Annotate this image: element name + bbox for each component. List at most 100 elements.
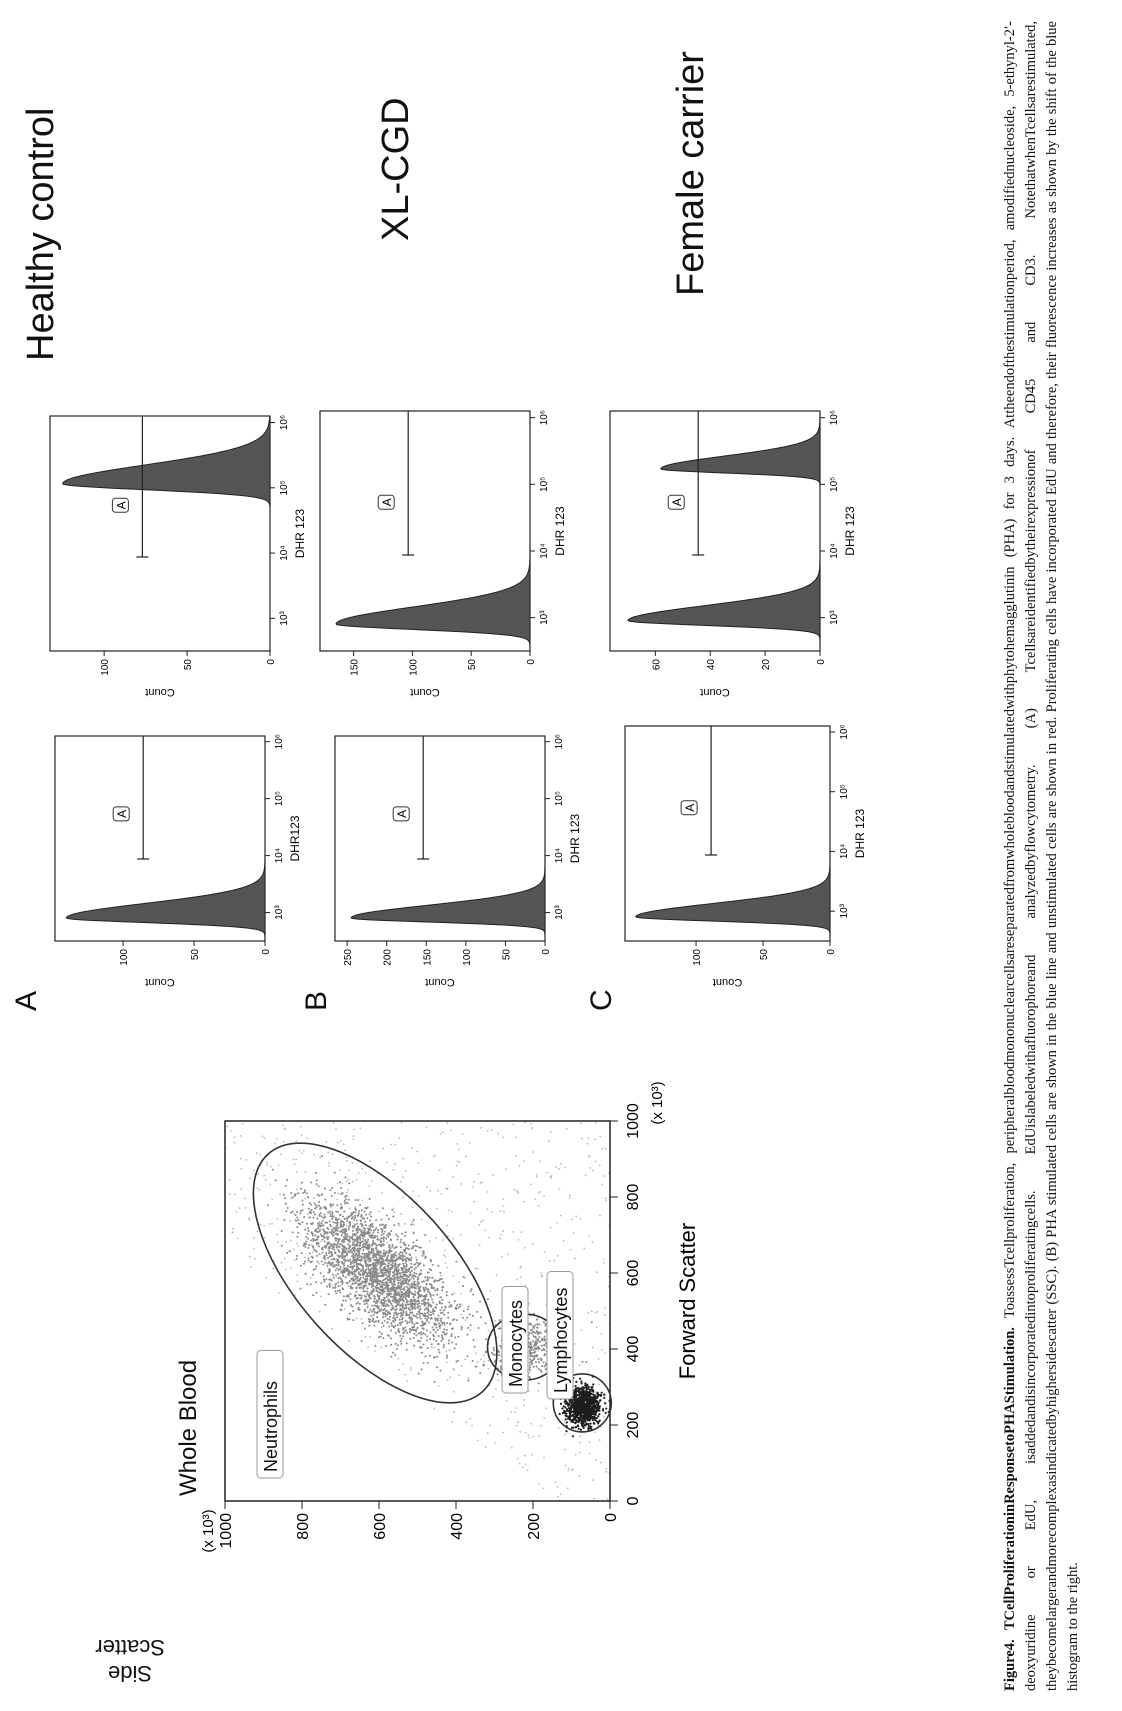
histogram-x-axis-title: DHR 123 [853, 809, 867, 859]
scatter-y-tick-label: 1000 [218, 1513, 235, 1549]
histogram-y-axis-title: Count [425, 976, 454, 988]
histogram-y-tick-label: 20 [761, 659, 772, 671]
neutrophils-gate [252, 1142, 498, 1404]
histogram-x-tick-label: 10⁶ [274, 734, 285, 749]
histogram-curve [627, 410, 821, 651]
gate-label-box [667, 494, 685, 510]
scatter-x-unit: (x 10³) [649, 1081, 666, 1124]
scatter-frame [224, 1120, 611, 1502]
histogram-y-tick-label: 0 [816, 659, 827, 665]
histogram-x-tick-label: 10³ [539, 610, 550, 625]
histogram-c-left: A 10³ 10⁴ 10⁵ 10⁶ DHR 123 0 50 100 Count [624, 724, 867, 988]
histogram-curve [335, 411, 531, 652]
histogram-y-tick-label: 200 [383, 949, 394, 966]
histogram-y-tick-label: 50 [501, 949, 512, 961]
scatter-y-tick-label: 0 [603, 1513, 620, 1522]
scatter-axes: Neutrophils Monocytes Lymphocytes 0 200 400 60… [200, 1081, 700, 1552]
scatter-x-tick-label: 1000 [625, 1103, 642, 1139]
histogram-y-tick-label: 0 [826, 949, 837, 955]
histogram-y-tick-label: 150 [422, 949, 433, 966]
histogram-a-right: A 10³ 10⁴ 10⁵ 10⁶ DHR 123 0 50 100 Count [49, 415, 307, 698]
histogram-x-tick-label: 10⁶ [554, 734, 565, 749]
scatter-y-unit: (x 10³) [200, 1509, 217, 1552]
histogram-x-axis-title: DHR 123 [293, 509, 307, 559]
scatter-y-tick-label: 400 [449, 1513, 466, 1540]
histogram-x-tick-label: 10⁵ [274, 791, 285, 806]
scatter-x-tick-label: 400 [625, 1336, 642, 1363]
scatter-x-tick-label: 0 [625, 1496, 642, 1505]
histogram-y-tick-label: 40 [706, 659, 717, 671]
gate-label-box [112, 806, 130, 822]
histogram-x-tick-label: 10⁵ [554, 791, 565, 806]
histogram-y-tick-label: 100 [462, 949, 473, 966]
histogram-x-tick-label: 10⁴ [274, 848, 285, 863]
histograms-layer: A 10³ 10⁴ 10⁵ 10⁶ DHR123 0 50 100 Count A 10³ 10⁴ 10⁵… [49, 410, 867, 988]
histogram-y-tick-label: 100 [100, 659, 111, 676]
histogram-x-tick-label: 10⁵ [839, 784, 850, 799]
histogram-x-tick-label: 10⁶ [279, 415, 290, 430]
caption-heading: TCellProliferationinResponsetoPHAStimula… [1002, 1327, 1018, 1631]
histogram-x-tick-label: 10⁶ [539, 410, 550, 425]
gate-label-box [680, 800, 698, 816]
caption-label: Figure4. [1002, 1639, 1018, 1691]
histogram-y-tick-label: 250 [343, 949, 354, 966]
histogram-a-left: A 10³ 10⁴ 10⁵ 10⁶ DHR123 0 50 100 Count [54, 734, 302, 988]
scatter-y-tick-label: 600 [372, 1513, 389, 1540]
histogram-curve [350, 736, 546, 941]
scatter-y-tick-label: 200 [526, 1513, 543, 1540]
histogram-x-tick-label: 10³ [274, 905, 285, 920]
histogram-x-tick-label: 10⁴ [554, 848, 565, 863]
scatter-points-layer [224, 1120, 611, 1502]
gate-label: A [395, 810, 409, 818]
histogram-curve [635, 726, 831, 941]
histogram-x-tick-label: 10⁵ [539, 477, 550, 492]
lymphocytes-gate [552, 1373, 613, 1433]
histogram-x-axis-title: DHR123 [288, 815, 302, 861]
histogram-y-tick-label: 60 [651, 659, 662, 671]
histogram-x-tick-label: 10⁶ [839, 724, 850, 739]
scatter-x-axis-title: Forward Scatter [675, 1223, 700, 1380]
gate-label: A [114, 501, 128, 509]
histogram-c-right: A 10³ 10⁴ 10⁵ 10⁶ DHR 123 0 20 40 60 Count [609, 410, 857, 698]
scatter-x-tick-label: 200 [625, 1412, 642, 1439]
scatter-y-tick-label: 800 [295, 1513, 312, 1540]
histogram-b-right: A 10³ 10⁴ 10⁵ 10⁶ DHR 123 0 50 100 150 Count [319, 410, 567, 698]
scatter-plot: Neutrophils Monocytes Lymphocytes 0 200 400 60… [200, 1081, 700, 1552]
scatter-x-tick-label: 600 [625, 1260, 642, 1287]
histogram-y-tick-label: 100 [692, 949, 703, 966]
histogram-y-tick-label: 0 [261, 949, 272, 955]
gate-label: A [670, 498, 684, 506]
gate-label: A [115, 810, 129, 818]
histogram-y-tick-label: 50 [467, 659, 478, 671]
histogram-y-tick-label: 0 [266, 659, 277, 665]
histogram-y-tick-label: 0 [541, 949, 552, 955]
histogram-x-tick-label: 10⁵ [829, 477, 840, 492]
histogram-y-axis-title: Count [700, 686, 729, 698]
histogram-y-tick-label: 50 [190, 949, 201, 961]
histogram-y-tick-label: 100 [408, 659, 419, 676]
gate-label-box [392, 806, 410, 822]
histogram-x-tick-label: 10⁶ [829, 410, 840, 425]
histogram-y-tick-label: 50 [183, 659, 194, 671]
histogram-x-tick-label: 10⁴ [539, 543, 550, 558]
histogram-x-tick-label: 10³ [554, 905, 565, 920]
histogram-x-tick-label: 10⁵ [279, 480, 290, 495]
histogram-curve [65, 736, 266, 942]
histogram-y-tick-label: 150 [350, 659, 361, 676]
neutrophils-label: Neutrophils [256, 1350, 284, 1479]
histogram-x-tick-label: 10³ [839, 903, 850, 918]
histogram-x-tick-label: 10³ [279, 610, 290, 625]
histogram-x-tick-label: 10⁴ [829, 543, 840, 558]
histogram-x-axis-title: DHR 123 [568, 814, 582, 864]
figure-caption: Figure4. TCellProliferationinResponsetoP… [1000, 21, 1084, 1691]
histogram-y-tick-label: 0 [526, 659, 537, 665]
histogram-x-tick-label: 10⁴ [839, 844, 850, 859]
gate-label: A [683, 804, 697, 812]
scatter-x-tick-label: 800 [625, 1184, 642, 1211]
histogram-x-tick-label: 10⁴ [279, 545, 290, 560]
histogram-panels: A 10³ 10⁴ 10⁵ 10⁶ DHR123 0 50 100 Count A 10³ 10⁴ 10⁵… [49, 410, 867, 988]
histogram-y-tick-label: 100 [119, 949, 130, 966]
histogram-y-axis-title: Count [410, 686, 439, 698]
histogram-y-axis-title: Count [145, 686, 174, 698]
